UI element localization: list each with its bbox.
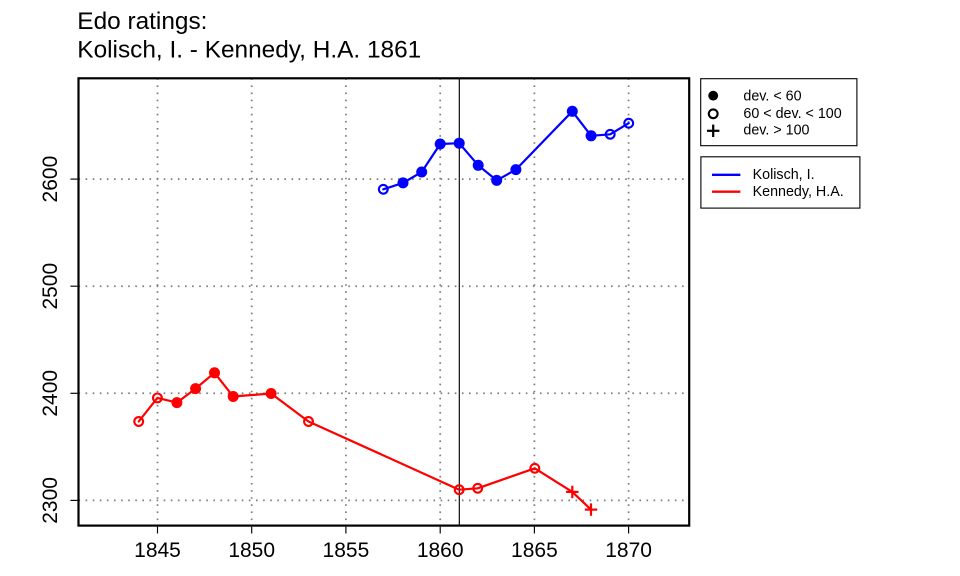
svg-text:1860: 1860 bbox=[417, 539, 464, 562]
svg-text:1865: 1865 bbox=[511, 539, 558, 562]
svg-text:1845: 1845 bbox=[134, 539, 181, 562]
svg-text:1855: 1855 bbox=[323, 539, 370, 562]
svg-text:2500: 2500 bbox=[39, 263, 62, 310]
svg-text:Edo ratings:: Edo ratings: bbox=[77, 8, 207, 35]
svg-text:2600: 2600 bbox=[39, 156, 62, 203]
svg-text:2400: 2400 bbox=[39, 370, 62, 417]
svg-text:1870: 1870 bbox=[605, 539, 652, 562]
svg-text:Kolisch, I. - Kennedy, H.A. 18: Kolisch, I. - Kennedy, H.A. 1861 bbox=[77, 36, 421, 63]
svg-text:dev. > 100: dev. > 100 bbox=[743, 123, 809, 139]
svg-text:Kolisch, I.: Kolisch, I. bbox=[753, 167, 815, 183]
svg-text:dev. < 60: dev. < 60 bbox=[743, 89, 801, 105]
svg-text:1850: 1850 bbox=[228, 539, 275, 562]
svg-text:Kennedy, H.A.: Kennedy, H.A. bbox=[753, 184, 844, 200]
svg-text:60 < dev. < 100: 60 < dev. < 100 bbox=[743, 106, 841, 122]
svg-text:2300: 2300 bbox=[39, 477, 62, 524]
